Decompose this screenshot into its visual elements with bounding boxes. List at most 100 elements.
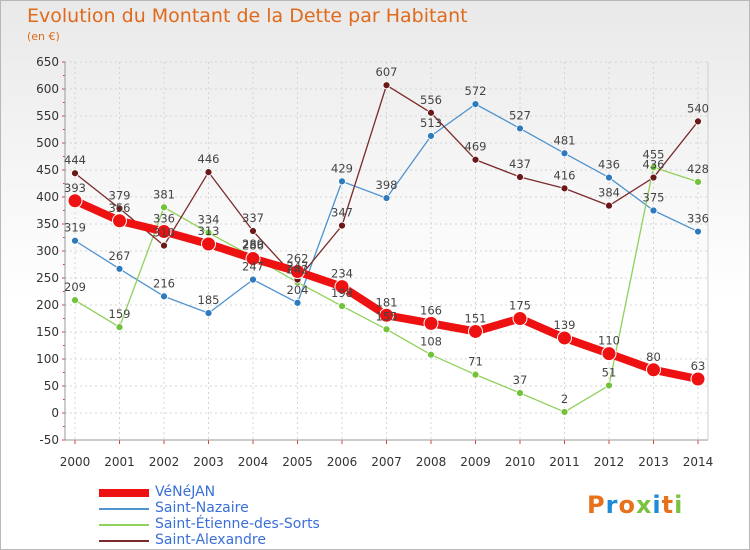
series-3-point <box>156 224 172 240</box>
data-label: 429 <box>331 161 353 175</box>
series-3-point <box>379 307 394 323</box>
data-label: 319 <box>64 221 86 235</box>
y-tick-label: 650 <box>36 55 59 69</box>
series-0-point <box>694 227 702 236</box>
series-3-point <box>646 362 661 378</box>
x-tick-label: 2001 <box>104 455 135 469</box>
data-label: 444 <box>64 153 86 167</box>
data-label: 37 <box>513 373 528 387</box>
data-label: 384 <box>598 186 620 200</box>
y-tick-label: -50 <box>39 433 59 447</box>
data-label: 455 <box>643 147 665 161</box>
logo-letter: i <box>652 491 662 519</box>
axes: -50 0 50 100 150 200 250 300 350 400 450 500 550 600 6… <box>36 55 713 469</box>
data-label: 139 <box>554 318 576 332</box>
series-1-point <box>71 296 79 305</box>
series-1-point <box>160 203 168 212</box>
logo-letter: t <box>661 491 675 519</box>
series-1-point <box>338 302 346 310</box>
data-label: 336 <box>687 212 709 226</box>
data-label: 436 <box>643 158 665 172</box>
y-tick-label: 250 <box>36 271 59 285</box>
legend-label: Saint-Nazaire <box>155 500 249 516</box>
data-label: 151 <box>465 311 487 325</box>
series-2-point <box>649 173 658 182</box>
data-label: 286 <box>242 239 264 253</box>
series-0-point <box>293 298 302 307</box>
y-tick-label: 200 <box>36 298 59 312</box>
series-0-point <box>560 149 569 158</box>
series-1-point <box>471 370 480 379</box>
series-2-point <box>427 108 435 117</box>
data-label: 527 <box>509 108 531 122</box>
x-tick-label: 2014 <box>683 455 714 469</box>
series-3-point <box>690 371 706 387</box>
y-tick-label: 50 <box>44 379 59 393</box>
data-label: 572 <box>465 84 487 98</box>
data-label: 513 <box>420 116 442 130</box>
series-3-point <box>512 311 528 326</box>
data-label: 234 <box>331 267 353 281</box>
y-tick-label: 600 <box>36 82 59 96</box>
series-3-point <box>245 251 261 267</box>
y-tick-label: 550 <box>36 109 59 123</box>
x-tick-label: 2011 <box>549 455 580 469</box>
series-1-point <box>605 381 613 390</box>
series-2-point <box>71 169 79 178</box>
series-0-point <box>204 309 213 318</box>
series-3-point <box>112 213 127 229</box>
series-2-point <box>115 204 124 213</box>
data-label: 166 <box>420 303 442 317</box>
series-3-point <box>334 279 350 295</box>
data-label: 375 <box>643 191 665 205</box>
data-label: 334 <box>198 213 220 227</box>
series-layer <box>67 81 706 416</box>
data-label: 108 <box>420 335 442 349</box>
series-1-point <box>516 389 524 397</box>
data-label: 336 <box>153 212 175 226</box>
legend-label: Saint-Alexandre <box>155 532 266 548</box>
series-2-point <box>560 184 569 193</box>
x-tick-label: 2007 <box>371 455 402 469</box>
data-label: 262 <box>287 252 309 266</box>
x-tick-label: 2013 <box>638 455 669 469</box>
logo-letter: i <box>674 491 684 519</box>
data-label: 181 <box>376 295 398 309</box>
series-1-point <box>115 323 124 332</box>
data-label: 446 <box>198 152 220 166</box>
series-0-point <box>427 132 435 140</box>
legend-label: Saint-Étienne-des-Sorts <box>155 516 320 532</box>
series-0-point <box>605 173 613 182</box>
data-label: 381 <box>153 187 175 201</box>
y-tick-label: 150 <box>36 325 59 339</box>
series-2-point <box>694 117 702 126</box>
proxiti-logo: Proxiti <box>587 491 683 519</box>
data-label: 110 <box>598 334 620 348</box>
x-tick-label: 2012 <box>594 455 625 469</box>
y-tick-label: 500 <box>36 136 59 150</box>
series-1-point <box>204 228 213 237</box>
data-label: 347 <box>331 206 353 220</box>
legend-swatch <box>99 540 149 542</box>
data-label: 71 <box>468 355 483 369</box>
series-0-point <box>338 177 346 186</box>
legend-swatch <box>99 524 149 526</box>
legend-swatch <box>99 508 149 510</box>
series-0-point <box>249 275 257 284</box>
series-2-point <box>338 221 346 230</box>
series-2-point <box>160 241 168 250</box>
y-tick-label: 100 <box>36 352 59 366</box>
data-label: 540 <box>687 101 709 115</box>
data-label: 379 <box>109 188 131 202</box>
data-label: 393 <box>64 181 86 195</box>
data-label: 51 <box>602 365 617 379</box>
data-label: 242 <box>287 262 309 276</box>
x-tick-label: 2009 <box>460 455 491 469</box>
data-label: 185 <box>198 293 220 307</box>
series-1-point <box>560 408 569 416</box>
series-2-point <box>382 81 391 90</box>
data-label: 198 <box>331 286 353 300</box>
data-label: 2 <box>561 392 568 406</box>
